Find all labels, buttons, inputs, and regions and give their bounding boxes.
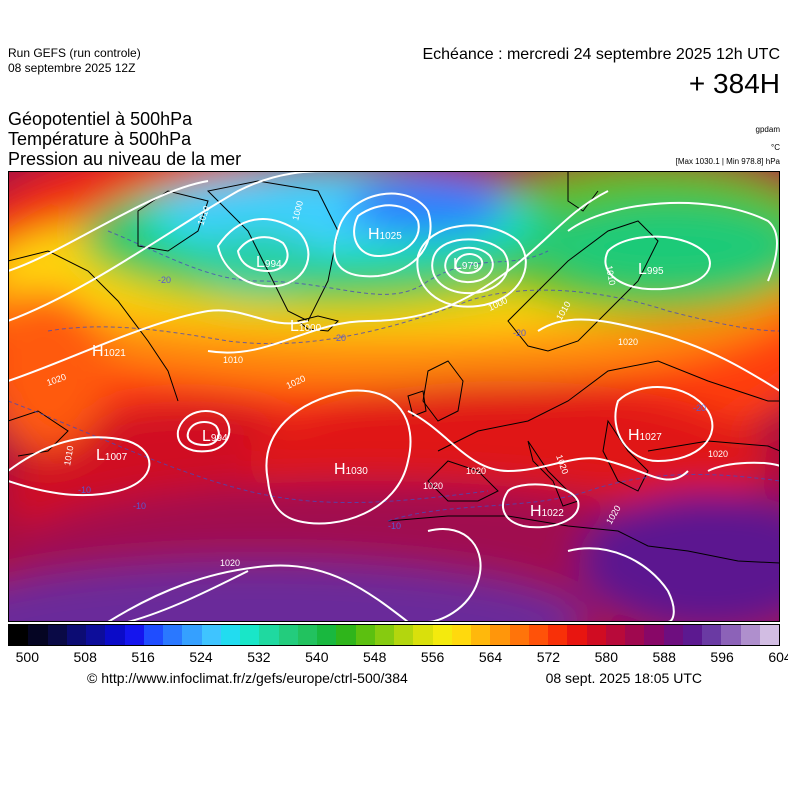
colorbar-swatch bbox=[124, 625, 144, 645]
colorbar-swatch bbox=[451, 625, 471, 645]
param-pressure: Pression au niveau de la mer bbox=[8, 149, 242, 169]
colorbar-tick-label: 580 bbox=[594, 649, 618, 665]
isotherm-label: -20 bbox=[158, 275, 171, 285]
weather-map: H1025 L979 L995 L994 L1000 H1021 L1007 L… bbox=[8, 171, 780, 622]
colorbar-swatch bbox=[759, 625, 779, 645]
unit-temperature: °C bbox=[771, 143, 780, 152]
colorbar-tick-label: 500 bbox=[15, 649, 39, 665]
colorbar-swatch bbox=[394, 625, 414, 645]
center-l-995: L995 bbox=[638, 261, 664, 278]
colorbar-tick-label: 604 bbox=[768, 649, 788, 665]
run-title: Run GEFS (run controle) bbox=[8, 46, 141, 60]
isotherm-label: -20 bbox=[693, 403, 706, 413]
colorbar-swatch bbox=[163, 625, 183, 645]
colorbar-swatch bbox=[220, 625, 240, 645]
colorbar-swatch bbox=[567, 625, 587, 645]
colorbar-tick-label: 596 bbox=[710, 649, 734, 665]
colorbar-swatch bbox=[86, 625, 106, 645]
colorbar-swatch bbox=[413, 625, 433, 645]
generated-time: 08 sept. 2025 18:05 UTC bbox=[545, 670, 702, 686]
colorbar-swatch bbox=[471, 625, 491, 645]
colorbar-swatch bbox=[355, 625, 375, 645]
isobar-label: 1020 bbox=[220, 558, 240, 568]
colorbar-swatch bbox=[47, 625, 67, 645]
colorbar-swatch bbox=[374, 625, 394, 645]
center-l-979: L979 bbox=[453, 256, 479, 273]
colorbar-swatch bbox=[182, 625, 202, 645]
colorbar-swatch bbox=[509, 625, 529, 645]
center-h-1030: H1030 bbox=[334, 461, 368, 478]
isobar-label: 1010 bbox=[604, 265, 617, 286]
center-l-1000: L1000 bbox=[290, 318, 322, 335]
colorbar-swatch bbox=[105, 625, 125, 645]
center-l-994-north: L994 bbox=[256, 254, 282, 271]
pressure-centers: H1025 L979 L995 L994 L1000 H1021 L1007 L… bbox=[92, 226, 664, 520]
colorbar-swatch bbox=[432, 625, 452, 645]
isotherm-label: -20 bbox=[513, 328, 526, 338]
colorbar-swatch bbox=[259, 625, 279, 645]
colorbar-swatch bbox=[740, 625, 760, 645]
copyright: © http://www.infoclimat.fr/z/gefs/europe… bbox=[87, 670, 408, 686]
isobar-label: 1020 bbox=[708, 449, 728, 459]
colorbar-tick-label: 508 bbox=[73, 649, 97, 665]
lead-time: + 384H bbox=[688, 68, 780, 99]
colorbar-swatch bbox=[28, 625, 48, 645]
center-h-1027: H1027 bbox=[628, 427, 662, 444]
colorbar-swatch bbox=[663, 625, 683, 645]
colorbar-tick-label: 548 bbox=[363, 649, 387, 665]
colorbar-swatch bbox=[644, 625, 664, 645]
temperature-labels: -20 -20 -20 -10 -10 -10 -20 bbox=[78, 275, 706, 531]
center-h-1025: H1025 bbox=[368, 226, 402, 243]
isotherm-label: -20 bbox=[333, 333, 346, 343]
colorbar-swatch bbox=[702, 625, 722, 645]
colorbar-swatch bbox=[9, 625, 29, 645]
colorbar-tick-label: 556 bbox=[420, 649, 445, 665]
isotherm-label: -10 bbox=[133, 501, 146, 511]
colorbar-swatch bbox=[721, 625, 741, 645]
colorbar-swatch bbox=[605, 625, 625, 645]
isotherm-label: -10 bbox=[388, 521, 401, 531]
param-temperature: Température à 500hPa bbox=[8, 129, 192, 149]
colorbar-tick-label: 540 bbox=[305, 649, 329, 665]
center-l-994-west: L994 bbox=[202, 428, 228, 445]
unit-minmax: [Max 1030.1 | Min 978.8] hPa bbox=[675, 157, 780, 166]
isobar-label: 1020 bbox=[466, 466, 486, 476]
map-svg: H1025 L979 L995 L994 L1000 H1021 L1007 L… bbox=[8, 171, 780, 622]
colorbar-swatch bbox=[278, 625, 298, 645]
colorbar-swatch bbox=[586, 625, 606, 645]
colorbar-tick-label: 516 bbox=[131, 649, 155, 665]
colorbar-tick-label: 572 bbox=[536, 649, 561, 665]
colorbar-tick-label: 588 bbox=[652, 649, 676, 665]
center-l-1007: L1007 bbox=[96, 447, 128, 464]
colorbar-swatch bbox=[528, 625, 548, 645]
colorbar bbox=[8, 624, 780, 646]
colorbar-swatch bbox=[490, 625, 510, 645]
colorbar-swatch bbox=[317, 625, 337, 645]
colorbar-tick-label: 524 bbox=[189, 649, 213, 665]
valid-time: Echéance : mercredi 24 septembre 2025 12… bbox=[422, 46, 780, 63]
colorbar-swatch bbox=[336, 625, 356, 645]
colorbar-swatch bbox=[682, 625, 702, 645]
isobars bbox=[8, 171, 780, 622]
isobar-label: 1010 bbox=[223, 355, 243, 365]
run-date: 08 septembre 2025 12Z bbox=[8, 61, 136, 75]
colorbar-swatch bbox=[625, 625, 645, 645]
colorbar-swatch bbox=[297, 625, 317, 645]
isobar-label: 1020 bbox=[618, 337, 638, 347]
isobar-label: 1020 bbox=[423, 481, 443, 491]
center-h-1021: H1021 bbox=[92, 343, 126, 360]
coastlines bbox=[8, 171, 780, 564]
colorbar-swatch bbox=[240, 625, 260, 645]
colorbar-swatch bbox=[66, 625, 86, 645]
param-geopotential: Géopotentiel à 500hPa bbox=[8, 109, 193, 129]
isotherm-label: -10 bbox=[78, 485, 91, 495]
center-h-1022: H1022 bbox=[530, 503, 564, 520]
colorbar-tick-label: 532 bbox=[247, 649, 271, 665]
isobar-label: 1010 bbox=[62, 445, 75, 466]
unit-geopotential: gpdam bbox=[755, 125, 780, 134]
colorbar-swatch bbox=[143, 625, 163, 645]
colorbar-tick-label: 564 bbox=[478, 649, 503, 665]
colorbar-swatch bbox=[201, 625, 221, 645]
colorbar-swatch bbox=[548, 625, 568, 645]
